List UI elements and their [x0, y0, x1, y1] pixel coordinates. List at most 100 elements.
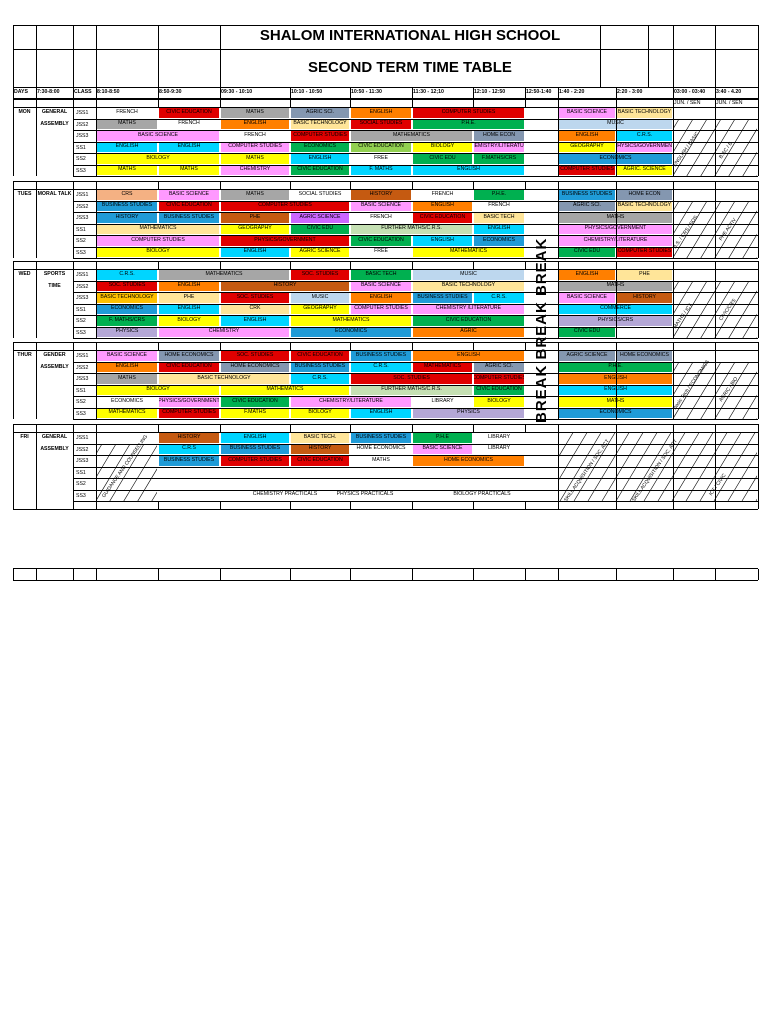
day-name: WED — [18, 271, 31, 277]
class-name: JSS2 — [76, 121, 89, 128]
subject-cell: CHEMISTRY /LITERATURE — [413, 304, 524, 314]
class-name: SS1 — [76, 469, 86, 476]
subject-cell: F. MATHS — [351, 165, 411, 175]
grid-line-h — [73, 130, 758, 131]
subject-cell: C.R.S — [159, 444, 219, 454]
grid-line-v — [96, 269, 97, 338]
grid-line-v — [673, 87, 674, 107]
subject-cell: ENGLISH — [351, 293, 411, 303]
grid-line-v — [73, 342, 74, 350]
subject-cell: CIVIC EDUCATION — [413, 316, 524, 326]
grid-line-h — [73, 373, 758, 374]
grid-line-v — [412, 261, 413, 269]
class-name: SS3 — [76, 249, 86, 256]
grid-line-v — [616, 107, 617, 176]
class-name: SS1 — [76, 226, 86, 233]
class-name: SS2 — [76, 481, 86, 487]
subject-cell: ENGLISH — [413, 236, 472, 246]
grid-line-v — [96, 569, 97, 580]
grid-line-v — [558, 432, 559, 501]
grid-line-v — [13, 424, 14, 432]
grid-line-v — [96, 501, 97, 509]
subject-cell: BASIC SCIENCE — [559, 293, 615, 303]
subject-cell: CHEMISTRY — [159, 327, 289, 337]
grid-line-h — [73, 501, 758, 502]
grid-line-h — [73, 212, 758, 213]
grid-line-v — [73, 501, 74, 509]
subject-cell: MATHS — [221, 190, 289, 200]
subject-cell: CIVIC EDUCATION — [159, 362, 219, 372]
grid-line-v — [73, 432, 74, 501]
class-name: SS3 — [76, 329, 86, 336]
grid-line-v — [473, 99, 474, 107]
subject-cell — [617, 327, 672, 337]
grid-line-v — [473, 501, 474, 509]
subject-cell: BIOLOGY — [97, 247, 219, 257]
grid-line-v — [96, 261, 97, 269]
subject-cell: MATHS — [97, 119, 157, 129]
subject-cell: ECONOMICS — [97, 397, 157, 407]
class-name: SS2 — [76, 399, 86, 405]
hatch-pattern — [674, 280, 757, 338]
grid-line-h — [13, 87, 758, 88]
grid-line-v — [96, 189, 97, 258]
grid-line-v — [758, 501, 759, 509]
grid-line-v — [290, 342, 291, 350]
subject-cell: COMMERCE — [559, 304, 672, 314]
day-activity: MORAL TALK — [37, 191, 72, 197]
subject-cell: BASIC SCIENCE — [559, 108, 615, 118]
grid-line-v — [13, 342, 14, 350]
grid-line-v — [758, 261, 759, 269]
grid-line-v — [158, 99, 159, 107]
break-label: BREAK BREAK BREAK — [533, 237, 550, 423]
subject-cell: ENGLISH — [474, 224, 524, 234]
subject-cell: BASIC TECHNOLOGY — [617, 201, 672, 211]
grid-line-v — [715, 189, 716, 258]
subject-cell: CIVIC EDU — [559, 327, 615, 337]
subject-cell: HOME ECONOMICS — [617, 351, 672, 361]
subject-cell: BASIC TECH — [351, 270, 411, 280]
subject-cell: BUSINESS STUDIES — [97, 201, 157, 211]
class-name: SS2 — [76, 318, 86, 324]
subject-cell: MATHS — [159, 165, 219, 175]
grid-line-v — [758, 107, 759, 176]
practical-label: PHYSICS PRACTICALS — [336, 491, 394, 498]
class-name: JSS3 — [76, 215, 89, 221]
subject-cell: HISTORY — [351, 190, 411, 200]
grid-line-v — [758, 269, 759, 338]
subject-cell: LIBRARY — [474, 433, 524, 443]
grid-line-h — [73, 235, 758, 236]
grid-line-h — [73, 419, 758, 420]
subject-cell: BIOLOGY — [97, 385, 219, 395]
grid-line-v — [412, 569, 413, 580]
grid-line-v — [73, 261, 74, 269]
subject-cell: AGRIC SCI. — [559, 201, 615, 211]
grid-line-v — [715, 350, 716, 419]
subject-cell: PHE — [617, 270, 672, 280]
grid-line-h — [73, 489, 758, 491]
class-name: JSS3 — [76, 376, 89, 382]
subject-cell: BUSINESS STUDIES — [159, 213, 219, 223]
subject-cell: COMPUTER STUDIES — [221, 201, 349, 211]
grid-line-v — [350, 569, 351, 580]
subject-cell: AGRIC SCIENCE — [559, 351, 615, 361]
grid-line-v — [673, 350, 674, 419]
subject-cell: COMPUTER STUDIES — [221, 142, 289, 152]
grid-line-v — [558, 99, 559, 107]
grid-line-v — [673, 99, 674, 107]
subject-cell: ENGLISH — [221, 119, 289, 129]
subject-cell: ENGLISH — [221, 316, 289, 326]
grid-line-v — [758, 432, 759, 501]
subject-cell: ECONOMICS — [474, 236, 524, 246]
subject-cell: CIVIC EDUCATION — [159, 201, 219, 211]
grid-line-v — [220, 25, 221, 87]
subject-cell: C.R.S. — [474, 293, 524, 303]
grid-line-v — [758, 181, 759, 189]
class-name: JSS2 — [76, 283, 89, 290]
subject-cell: MATHEMATICS — [413, 247, 524, 257]
subject-cell: ENGLISH — [97, 362, 157, 372]
subject-cell: BASIC TECHNOLOGY — [413, 281, 524, 291]
subject-cell: PHYSICS — [413, 408, 524, 418]
day-name: FRI — [20, 434, 29, 440]
class-name: JSS3 — [76, 458, 89, 464]
